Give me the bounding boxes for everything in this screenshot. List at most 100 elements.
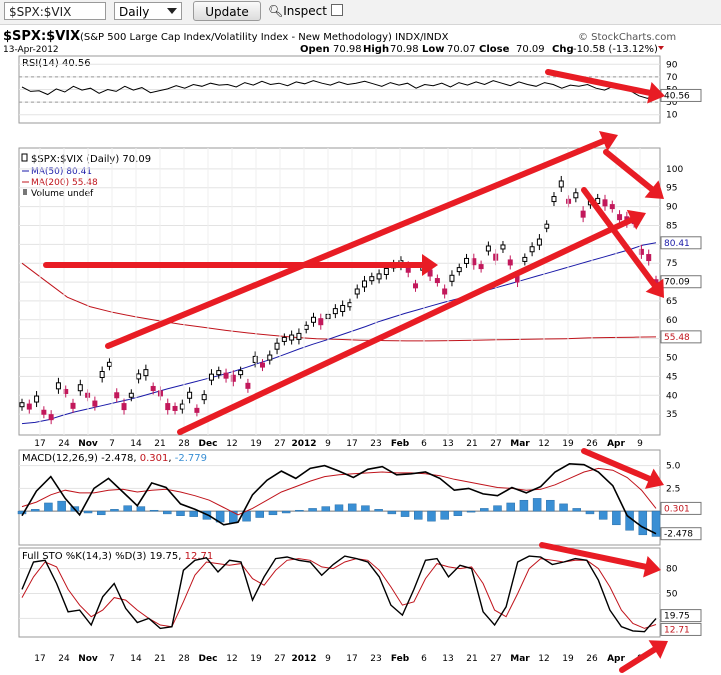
- close-value: 70.09: [516, 44, 545, 55]
- annotation-arrows: [43, 69, 668, 673]
- legend-volume: Volume undef: [31, 189, 94, 199]
- inspect-label: Inspect: [283, 4, 327, 18]
- x-tick-label: 26: [586, 439, 598, 449]
- x-tick-label-bottom: 2012: [291, 654, 316, 664]
- period-select[interactable]: Daily: [114, 2, 182, 20]
- x-tick-label: 12: [538, 439, 549, 449]
- x-tick-label-bottom: 7: [109, 654, 115, 664]
- annotation-arrow: [539, 542, 649, 570]
- x-tick-label-bottom: 12: [226, 654, 237, 664]
- source-label: © StockCharts.com: [578, 32, 676, 43]
- macd-signal-last-value-box: [660, 501, 702, 515]
- x-tick-label: 14: [130, 439, 142, 449]
- price-chart: 1009590858075706560555045403580.4170.095…: [19, 165, 702, 425]
- x-tick-label-bottom: 27: [274, 654, 285, 664]
- macd-histogram-bar: [519, 499, 529, 512]
- x-tick-label-bottom: 14: [130, 654, 142, 664]
- x-tick-label: 7: [109, 439, 115, 449]
- legend-ma50: MA(50) 80.41: [31, 167, 92, 177]
- price-tick-label: 100: [666, 165, 683, 175]
- price-candle: [99, 371, 105, 379]
- open-value: 70.98: [333, 44, 362, 55]
- macd-histogram-bar: [532, 498, 542, 512]
- chart-date: 13-Apr-2012: [3, 45, 59, 55]
- x-tick-label-bottom: 23: [370, 654, 381, 664]
- sto-k-last-value-box: [660, 609, 702, 623]
- macd-signal-last-value: 0.301: [664, 504, 690, 514]
- x-tick-label: 21: [154, 439, 165, 449]
- price-tick-label: 50: [666, 354, 678, 364]
- legend-ma200: MA(200) 55.48: [31, 178, 98, 188]
- price-candle: [48, 414, 54, 421]
- price-candle: [259, 362, 265, 368]
- price-candle: [77, 384, 83, 392]
- price-candle: [434, 278, 440, 284]
- legend-price: $SPX:$VIX (Daily) 70.09: [31, 154, 151, 165]
- low-label: Low: [422, 44, 444, 55]
- price-candle: [544, 223, 550, 229]
- price-candle: [187, 391, 193, 399]
- search-icon: 🔍︎: [268, 4, 284, 18]
- macd-histogram-bar: [334, 504, 344, 512]
- macd-histogram-bar: [110, 509, 119, 512]
- x-tick-label: Nov: [78, 439, 98, 449]
- rsi-label: RSI(14) 40.56: [22, 58, 91, 69]
- annotation-arrow: [603, 149, 655, 192]
- price-candle: [376, 273, 382, 280]
- inspect-link[interactable]: 🔍︎Inspect: [268, 2, 327, 20]
- macd-histogram-bar: [466, 510, 476, 513]
- x-tick-label: 2012: [291, 439, 316, 449]
- x-tick-label: 17: [346, 439, 357, 449]
- macd-histogram-bar: [559, 503, 568, 512]
- price-candle: [303, 324, 309, 330]
- macd-line: [21, 462, 657, 535]
- macd-histogram-bar: [400, 510, 410, 517]
- sto-k-line: [21, 555, 657, 633]
- high-value: 70.98: [390, 44, 419, 55]
- annotation-arrowhead: [626, 209, 646, 230]
- ma200-line: [21, 262, 657, 342]
- ma200-last-value-box: [660, 330, 702, 344]
- symbol-input[interactable]: $SPX:$VIX: [4, 2, 106, 20]
- price-candle: [121, 403, 127, 411]
- x-tick-label-bottom: 19: [562, 654, 574, 664]
- rsi-chart: 907050301040.56: [19, 60, 702, 121]
- price-candle: [208, 373, 214, 381]
- x-tick-label: 27: [274, 439, 285, 449]
- price-candle: [529, 246, 535, 253]
- x-tick-label: 6: [421, 439, 427, 449]
- price-candle: [150, 385, 156, 391]
- update-button[interactable]: Update: [193, 1, 261, 21]
- macd-histogram-bar: [598, 510, 608, 520]
- price-panel: [18, 147, 661, 436]
- legend-swatch-volume: [23, 189, 27, 195]
- x-tick-label-bottom: Nov: [78, 654, 98, 664]
- x-tick-label: Mar: [510, 439, 530, 449]
- macd-histogram-bar: [308, 508, 317, 512]
- price-candle: [143, 369, 149, 377]
- chg-label: Chg: [552, 44, 574, 55]
- macd-histogram-bar: [506, 502, 515, 512]
- price-candle: [340, 304, 346, 312]
- ohlc-readout: Open 70.98 High 70.98 Low 70.07 Close 70…: [300, 44, 664, 55]
- macd-panel: [18, 449, 661, 546]
- macd-histogram-bar: [295, 509, 304, 512]
- price-candle: [55, 382, 61, 390]
- inspect-checkbox[interactable]: [331, 4, 343, 16]
- macd-histogram-bar: [427, 510, 436, 522]
- annotation-arrowhead: [643, 555, 661, 578]
- price-candle: [442, 288, 448, 295]
- rsi-tick-label: 70: [666, 73, 678, 83]
- price-candle: [580, 210, 586, 218]
- ma50-last-value-box: [660, 236, 702, 250]
- down-triangle-icon: [658, 46, 664, 50]
- price-candle: [478, 264, 484, 270]
- macd-legend: MACD(12,26,9) -2.478, 0.301, -2.779: [22, 453, 207, 464]
- macd-last-value-box: [660, 527, 702, 541]
- annotation-arrow: [545, 69, 653, 96]
- x-tick-label: 21: [466, 439, 477, 449]
- price-candle: [362, 280, 368, 288]
- price-candle: [252, 355, 258, 363]
- price-candle: [274, 342, 280, 350]
